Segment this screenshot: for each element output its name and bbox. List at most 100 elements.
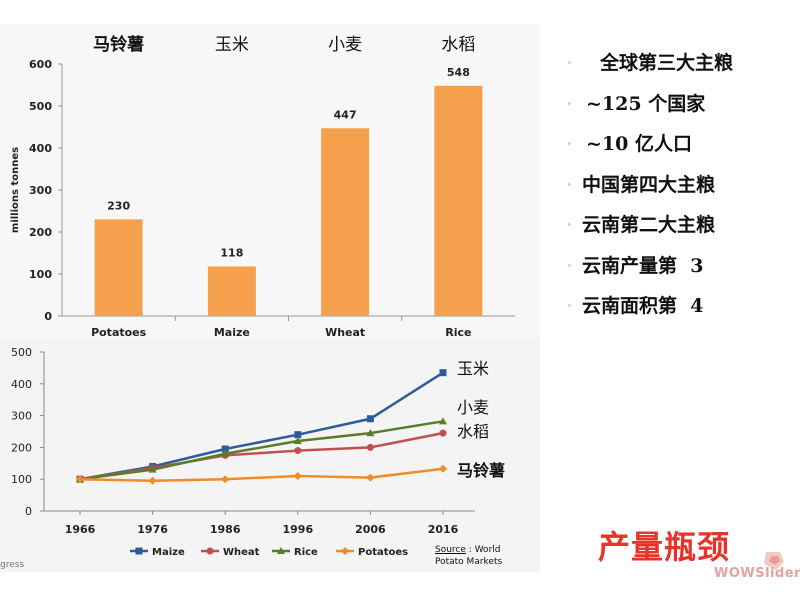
source-text-2: Potato Markets [435, 557, 503, 567]
series-line [79, 371, 444, 481]
x-tick-label: 1966 [65, 523, 96, 536]
category-label-cn: 马铃薯 [93, 34, 144, 55]
y-tick-label: 500 [11, 346, 32, 359]
y-tick-label: 0 [25, 505, 32, 518]
x-tick-label: Potatoes [91, 326, 147, 339]
legend-label: Wheat [223, 547, 260, 558]
line-chart: 0 100 200 300 400 500 1966 1976 1986 1996 2006 2016… [11, 346, 505, 558]
bar-chart: 0 100 200 300 400 500 600 millions tonnes 230 Pot… [10, 34, 515, 339]
fact-text: ~125 个国家 [586, 92, 706, 115]
fact-item: 云南第二大主粮 [568, 210, 794, 251]
data-point [439, 417, 447, 425]
y-tick-label: 200 [11, 441, 32, 454]
bullet-dot [568, 61, 571, 64]
fact-text: 云南面积第 4 [582, 295, 704, 317]
watermark-text: WOWSlider [714, 566, 800, 581]
fact-item: 云南产量第 3 [568, 251, 794, 292]
x-tick-label: 1986 [210, 523, 241, 536]
data-point [366, 473, 375, 482]
bar-value-label: 118 [220, 246, 243, 259]
fact-item: ~125 个国家 [568, 89, 794, 130]
bar-value-label: 447 [334, 108, 357, 121]
series-line [79, 420, 444, 481]
legend-marker [277, 547, 285, 554]
bar [434, 85, 483, 316]
legend-marker [135, 547, 143, 555]
y-tick-label: 300 [29, 184, 52, 197]
y-tick-label: 200 [29, 226, 52, 239]
headline-bottleneck: 产量瓶颈 [598, 528, 731, 566]
x-tick-label: Maize [214, 326, 250, 339]
watermark-icon [764, 552, 784, 570]
fact-item: 中国第四大主粮 [568, 170, 794, 211]
data-point [294, 431, 302, 439]
category-label-cn: 玉米 [215, 35, 249, 55]
series-end-label: 水稻 [457, 422, 489, 441]
x-tick-label: 2016 [428, 523, 459, 536]
series-end-label: 小麦 [457, 398, 489, 417]
bar-value-label: 548 [447, 66, 470, 79]
bullet-dot [568, 304, 571, 307]
data-point [366, 443, 374, 451]
bar [207, 266, 256, 316]
x-tick-label: 2006 [355, 523, 386, 536]
bar-chart-panel: 0 100 200 300 400 500 600 millions tonnes 230 Pot… [0, 24, 540, 342]
legend-label: Potatoes [358, 547, 408, 558]
y-tick-label: 100 [11, 473, 32, 486]
fact-text: 云南产量第 3 [582, 254, 704, 277]
data-point [221, 445, 229, 453]
data-point [293, 437, 302, 445]
series-line [79, 431, 444, 481]
fact-text: 全球第三大主粮 [600, 52, 734, 74]
y-tick-label: 300 [11, 410, 32, 423]
data-point [221, 475, 230, 484]
y-tick-label: 100 [29, 268, 52, 281]
series-end-label: 马铃薯 [457, 461, 505, 480]
data-point [439, 464, 447, 473]
data-point [221, 449, 230, 457]
y-axis-title: millions tonnes [10, 147, 21, 233]
data-point [293, 472, 302, 481]
bullet-dot [568, 182, 571, 186]
fact-list: 全球第三大主粮 ~125 个国家 ~10 亿人口 中国第四大主粮 云南第二大主粮… [568, 48, 794, 332]
y-tick-label: 400 [11, 378, 32, 391]
fact-item: 云南面积第 4 [568, 291, 794, 332]
legend-marker [341, 547, 349, 555]
data-point [366, 429, 375, 437]
source-label: Source [435, 545, 466, 555]
data-point [439, 369, 447, 377]
data-point [148, 476, 157, 485]
source-note: Source : World Potato Markets [435, 544, 502, 568]
fact-item: 全球第三大主粮 [568, 48, 794, 89]
data-point [439, 429, 447, 437]
watermark: WOWSlider [706, 550, 800, 584]
y-tick-label: 0 [44, 310, 52, 323]
data-point [366, 415, 374, 423]
legend-label: Maize [152, 547, 185, 558]
category-label-cn: 水稻 [441, 35, 475, 55]
bar-value-label: 230 [107, 199, 130, 212]
line-chart-panel: 0 100 200 300 400 500 1966 1976 1986 1996 2006 2016… [0, 338, 540, 572]
fact-text: ~10 亿人口 [586, 133, 692, 155]
x-tick-label: 1996 [282, 523, 313, 536]
y-tick-label: 500 [29, 100, 52, 113]
data-point [148, 465, 157, 473]
fact-item: ~10 亿人口 [568, 129, 794, 170]
legend-marker [206, 547, 214, 555]
data-point [294, 447, 302, 455]
x-tick-label: 1976 [137, 523, 168, 536]
fact-text: 中国第四大主粮 [582, 173, 716, 196]
bullet-dot [568, 263, 571, 267]
y-tick-label: 400 [29, 142, 52, 155]
x-tick-label: Wheat [325, 326, 365, 339]
y-tick-label: 600 [29, 58, 52, 71]
bullet-dot [568, 101, 571, 105]
series-end-label: 玉米 [457, 359, 489, 378]
x-tick-label: Rice [445, 326, 471, 339]
clipped-text-fragment: gress [0, 560, 25, 570]
data-point [76, 475, 84, 484]
bar [94, 219, 143, 316]
source-text: : World [468, 545, 501, 555]
series-line [79, 467, 444, 483]
fact-text: 云南第二大主粮 [582, 214, 716, 236]
